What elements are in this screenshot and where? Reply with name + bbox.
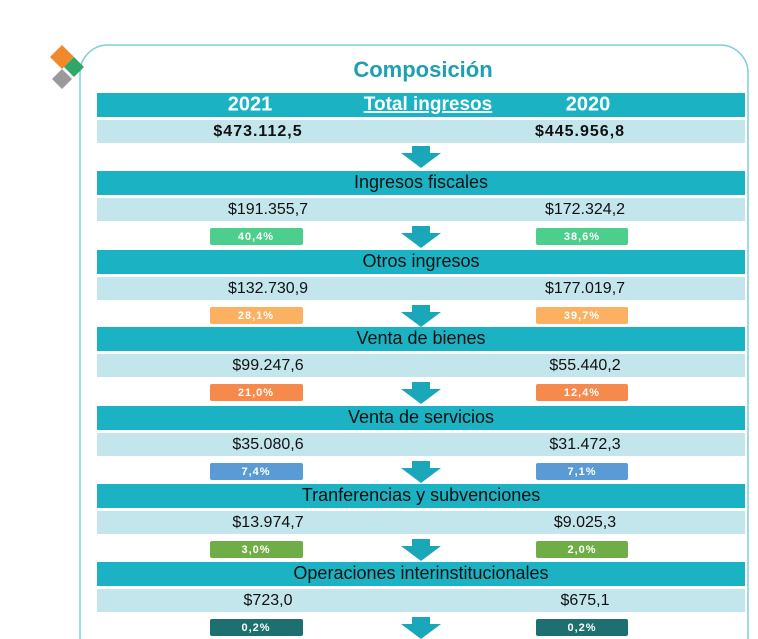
total-left: $473.112,5 xyxy=(213,123,302,140)
value-row xyxy=(97,511,745,534)
value-left: $13.974,7 xyxy=(232,514,303,531)
share-badge xyxy=(536,541,628,558)
total-right: $445.956,8 xyxy=(535,123,625,140)
share-right: 39,7% xyxy=(564,310,600,322)
section-bar xyxy=(97,406,745,430)
section-name: Venta de servicios xyxy=(348,407,494,427)
section-name: Operaciones interinstitucionales xyxy=(293,563,548,583)
arrow xyxy=(401,539,441,561)
value-left: $35.080,6 xyxy=(232,436,303,453)
share-badge xyxy=(210,541,303,558)
share-left: 40,4% xyxy=(238,231,274,243)
section-name: Ingresos fiscales xyxy=(354,172,488,192)
value-row xyxy=(97,277,745,300)
share-badge xyxy=(536,619,628,636)
share-badge xyxy=(536,463,628,480)
value-left: $132.730,9 xyxy=(228,280,308,297)
share-right: 2,0% xyxy=(567,544,596,556)
frame xyxy=(79,44,749,639)
section-name: Otros ingresos xyxy=(362,251,479,271)
logo xyxy=(50,45,84,89)
section-bar xyxy=(97,250,745,274)
value-row xyxy=(97,433,745,456)
share-right: 12,4% xyxy=(564,387,600,399)
arrow xyxy=(401,146,441,168)
arrow xyxy=(401,382,441,404)
section-bar xyxy=(97,562,745,586)
arrow xyxy=(401,226,441,248)
value-row xyxy=(97,354,745,377)
share-left: 3,0% xyxy=(241,544,270,556)
value-right: $675,1 xyxy=(561,592,610,609)
section-name: Tranferencias y subvenciones xyxy=(302,485,540,505)
share-badge xyxy=(210,384,303,401)
total-row xyxy=(97,120,745,143)
share-badge xyxy=(536,384,628,401)
share-right: 0,2% xyxy=(567,622,596,634)
value-right: $31.472,3 xyxy=(549,436,620,453)
header-bar xyxy=(97,93,745,117)
share-badge xyxy=(210,228,303,245)
share-left: 7,4% xyxy=(241,466,270,478)
value-row xyxy=(97,589,745,612)
share-left: 0,2% xyxy=(241,622,270,634)
share-badge xyxy=(536,228,628,245)
value-left: $191.355,7 xyxy=(228,201,308,218)
share-right: 7,1% xyxy=(567,466,596,478)
year-left: 2021 xyxy=(228,93,273,115)
value-left: $99.247,6 xyxy=(232,357,303,374)
value-right: $9.025,3 xyxy=(554,514,616,531)
year-right: 2020 xyxy=(566,93,611,115)
value-right: $172.324,2 xyxy=(545,201,625,218)
value-right: $177.019,7 xyxy=(545,280,625,297)
share-badge xyxy=(536,307,628,324)
arrow xyxy=(401,617,441,639)
value-right: $55.440,2 xyxy=(549,357,620,374)
arrow xyxy=(401,461,441,483)
value-row xyxy=(97,198,745,221)
arrow xyxy=(401,305,441,327)
header-label: Total ingresos xyxy=(364,94,492,115)
title: Composición xyxy=(353,57,492,82)
section-bar xyxy=(97,171,745,195)
share-badge xyxy=(210,307,303,324)
value-left: $723,0 xyxy=(244,592,293,609)
section-bar xyxy=(97,327,745,351)
share-left: 21,0% xyxy=(238,387,274,399)
section-name: Venta de bienes xyxy=(356,328,485,348)
share-left: 28,1% xyxy=(238,310,274,322)
share-badge xyxy=(210,463,303,480)
share-badge xyxy=(210,619,303,636)
section-bar xyxy=(97,484,745,508)
share-right: 38,6% xyxy=(564,231,600,243)
